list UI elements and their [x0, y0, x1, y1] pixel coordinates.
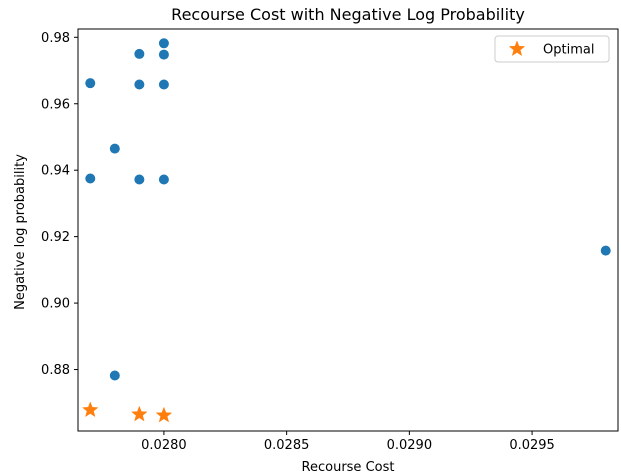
y-tick-label: 0.96: [41, 97, 70, 112]
data-point: [158, 174, 169, 185]
data-point: [85, 173, 96, 184]
x-tick-label: 0.0285: [264, 438, 310, 453]
y-axis-label: Negative log probability: [13, 154, 28, 310]
x-tick-label: 0.0295: [509, 438, 555, 453]
data-point: [158, 49, 169, 60]
chart-title: Recourse Cost with Negative Log Probabil…: [171, 5, 525, 24]
optimal-point-star: [155, 406, 173, 423]
y-tick-label: 0.90: [41, 297, 70, 312]
x-axis-label: Recourse Cost: [302, 460, 395, 475]
legend-box: [494, 35, 610, 63]
optimal-point-star: [81, 401, 99, 418]
x-tick-label: 0.0290: [387, 438, 433, 453]
y-tick-label: 0.88: [41, 363, 70, 378]
legend-star-icon: [508, 40, 526, 57]
plot-layer: 0.0280 0.0285 0.0290 0.0295 0.88 0.90 0.92 0.94…: [41, 28, 619, 453]
y-tick-label: 0.94: [41, 164, 70, 179]
data-point: [134, 48, 145, 59]
y-tick-label: 0.98: [41, 31, 70, 46]
data-point: [134, 174, 145, 185]
plot-frame: [77, 28, 619, 432]
data-point: [158, 38, 169, 49]
data-point: [85, 78, 96, 89]
data-point: [134, 79, 145, 90]
data-point: [109, 370, 120, 381]
x-tick-label: 0.0280: [141, 438, 187, 453]
optimal-point-star: [131, 405, 148, 422]
data-point: [600, 245, 611, 256]
data-point: [109, 143, 120, 154]
y-tick-label: 0.92: [41, 230, 70, 245]
legend-label: Optimal: [543, 43, 594, 58]
data-point: [158, 79, 169, 90]
